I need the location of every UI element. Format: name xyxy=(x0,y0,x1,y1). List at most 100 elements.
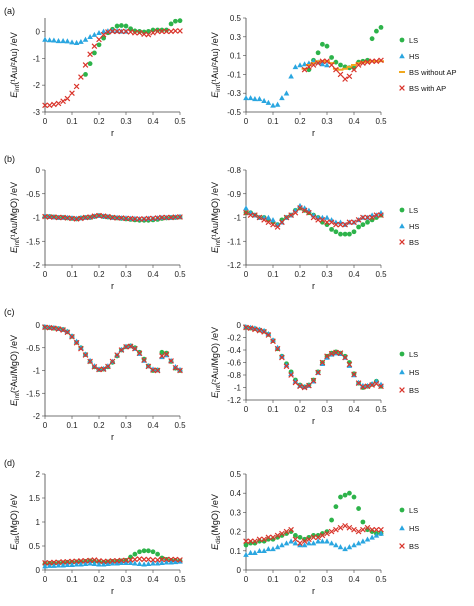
data-point xyxy=(274,101,281,107)
data-point xyxy=(337,524,344,531)
data-point xyxy=(105,558,111,565)
data-point xyxy=(64,215,71,221)
legend-marker xyxy=(399,543,405,549)
y-tick-label: 0.5 xyxy=(230,14,242,23)
data-point xyxy=(64,328,71,334)
data-point xyxy=(364,536,371,542)
data-point xyxy=(82,351,89,357)
data-point xyxy=(337,71,344,78)
series-bs xyxy=(42,28,183,109)
data-point xyxy=(155,27,160,33)
data-point xyxy=(256,326,263,332)
data-point xyxy=(364,382,371,388)
data-point xyxy=(364,214,371,221)
chart-panel-6: -1.2 -1 -0.8 -0.6 -0.4 -0.2 0 0 0.1 0.2 0.3 0.4 0.5 r… xyxy=(210,321,419,426)
data-point xyxy=(137,29,142,34)
data-point xyxy=(359,61,366,64)
y-axis-label: Eint(¹Au/²Au) /eV xyxy=(9,32,21,97)
data-point xyxy=(247,549,254,555)
data-point xyxy=(69,215,75,222)
data-point xyxy=(270,337,276,343)
data-point xyxy=(123,28,129,35)
data-point xyxy=(324,219,330,226)
data-point xyxy=(342,523,348,529)
data-point xyxy=(373,212,380,218)
x-tick-label: 0.1 xyxy=(66,421,78,430)
data-point xyxy=(351,542,357,548)
data-point xyxy=(360,222,366,228)
data-point xyxy=(114,23,120,29)
data-point xyxy=(145,560,152,566)
data-point xyxy=(292,64,299,70)
data-point xyxy=(315,60,322,63)
data-point xyxy=(378,530,384,536)
chart-panel-2: -0.5 -0.3 -0.1 0.1 0.3 0.5 0 0.1 0.2 0.3 0.4 0.5 r Ei… xyxy=(210,14,457,138)
y-tick-label: -0.1 xyxy=(227,70,241,79)
data-point xyxy=(60,562,66,568)
data-point xyxy=(46,37,53,43)
y-tick-label: -1.2 xyxy=(227,396,241,405)
data-point xyxy=(320,41,325,47)
data-point xyxy=(150,367,156,373)
data-point xyxy=(351,526,357,533)
y-tick-label: 2 xyxy=(36,470,41,479)
data-point xyxy=(82,352,89,358)
data-point xyxy=(150,557,156,563)
x-tick-label: 0.1 xyxy=(66,575,78,584)
data-point xyxy=(145,31,152,38)
series-hs xyxy=(42,558,183,569)
data-point xyxy=(252,538,258,545)
data-point xyxy=(301,542,308,548)
series-hs xyxy=(243,530,384,557)
y-tick-label: -0.8 xyxy=(227,371,241,380)
data-point xyxy=(136,29,143,36)
data-point xyxy=(283,362,290,368)
data-point xyxy=(355,379,362,385)
data-point xyxy=(270,546,276,552)
data-point xyxy=(150,366,156,372)
data-point xyxy=(252,96,258,102)
data-point xyxy=(301,538,308,545)
series-bs xyxy=(243,324,384,391)
data-point xyxy=(351,219,357,226)
legend: LS HS BS without AP BS with AP xyxy=(399,36,457,93)
data-point xyxy=(306,382,312,389)
data-point xyxy=(328,350,335,357)
data-point xyxy=(333,229,339,235)
data-point xyxy=(373,526,380,533)
data-point xyxy=(297,382,303,388)
data-point xyxy=(141,561,147,567)
data-point xyxy=(319,58,326,65)
data-point xyxy=(55,38,62,44)
data-point xyxy=(378,57,384,64)
data-point xyxy=(360,384,366,390)
data-point xyxy=(333,349,339,356)
data-point xyxy=(60,327,66,333)
data-point xyxy=(378,25,384,30)
data-point xyxy=(159,214,165,221)
y-tick-label: -0.2 xyxy=(227,334,241,343)
data-point xyxy=(305,64,312,66)
data-point xyxy=(46,102,53,109)
x-tick-label: 0.4 xyxy=(147,575,159,584)
data-point xyxy=(288,212,294,218)
data-point xyxy=(177,557,183,563)
data-point xyxy=(256,536,263,543)
y-tick-label: 0.3 xyxy=(230,33,242,42)
data-point xyxy=(329,55,334,60)
y-tick-label: -2 xyxy=(33,412,41,421)
data-point xyxy=(243,205,249,211)
data-point xyxy=(328,528,335,535)
data-point xyxy=(369,36,375,42)
data-point xyxy=(78,215,84,222)
data-point xyxy=(274,345,281,352)
data-point xyxy=(51,101,57,108)
data-point xyxy=(306,540,312,546)
data-point xyxy=(243,209,249,216)
y-tick-label: -1 xyxy=(234,214,242,223)
data-point xyxy=(333,526,339,533)
data-point xyxy=(109,214,116,221)
data-point xyxy=(159,27,165,33)
panel-label: (a) xyxy=(4,6,15,16)
data-point xyxy=(360,214,366,221)
